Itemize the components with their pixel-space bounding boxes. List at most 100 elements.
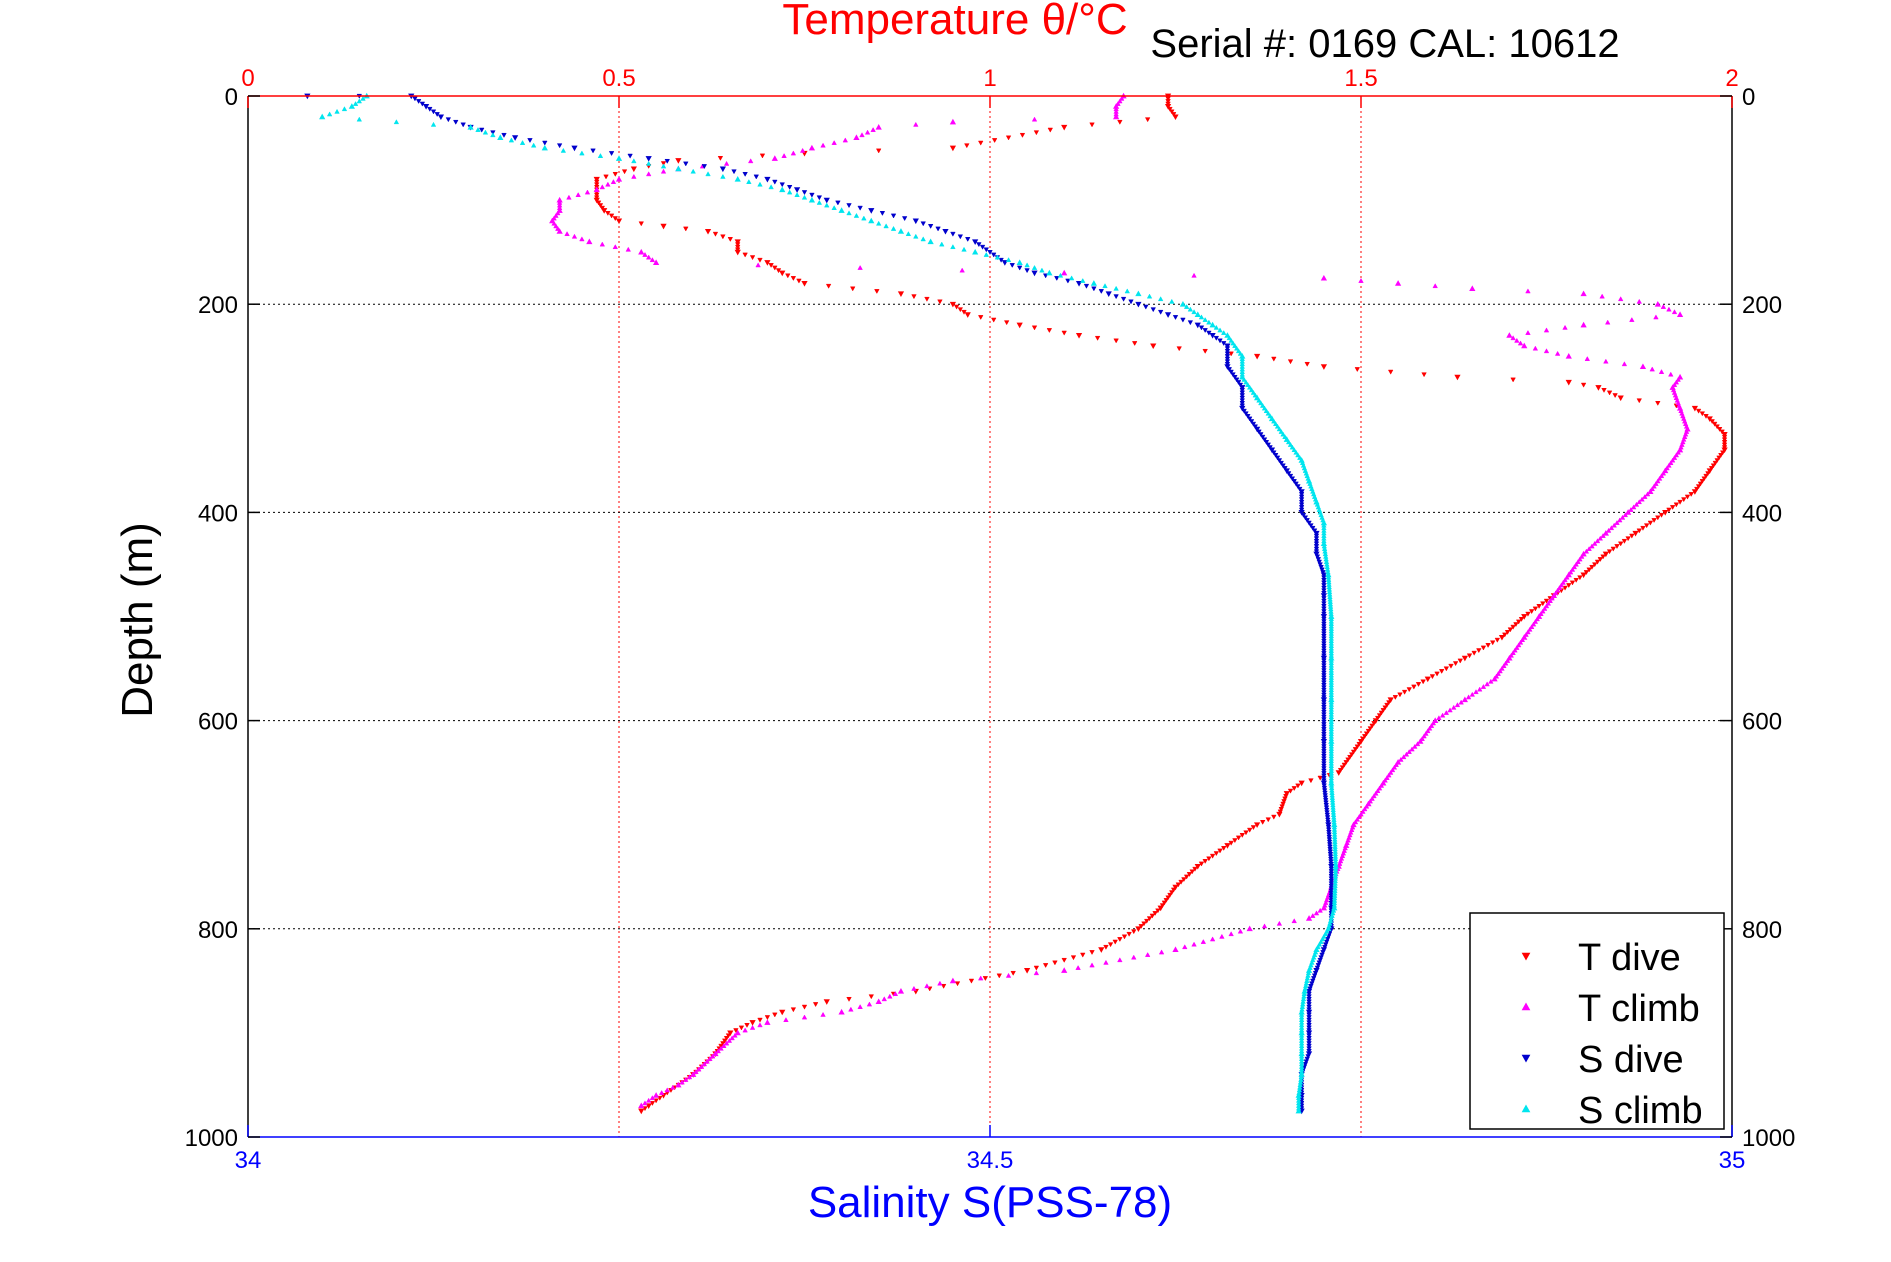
data-point: [719, 166, 726, 173]
bottom-tick-label: 34: [235, 1147, 262, 1174]
data-point: [1603, 358, 1609, 364]
data-point: [950, 244, 956, 250]
data-point: [1250, 389, 1257, 395]
data-point: [608, 151, 615, 157]
data-point: [1714, 458, 1720, 464]
data-point: [1328, 863, 1335, 870]
data-point: [1392, 695, 1399, 700]
data-point: [675, 165, 682, 172]
data-point: [1594, 559, 1601, 565]
data-point: [1406, 749, 1412, 754]
legend-marker: [1521, 952, 1531, 961]
data-point: [1306, 991, 1312, 997]
data-point: [707, 1056, 713, 1062]
data-point: [1016, 259, 1023, 265]
data-point: [1321, 754, 1327, 759]
data-point: [823, 197, 830, 204]
data-point: [1285, 439, 1292, 445]
data-point: [1321, 580, 1327, 586]
data-point: [445, 117, 452, 123]
data-point: [1543, 598, 1550, 604]
data-point: [768, 263, 774, 268]
data-point: [571, 145, 578, 152]
data-point: [1684, 494, 1691, 500]
data-point: [1169, 109, 1175, 115]
data-point: [645, 156, 652, 162]
data-point: [1318, 564, 1324, 570]
data-point: [1232, 343, 1238, 348]
data-point: [1155, 908, 1161, 914]
data-point: [612, 244, 619, 250]
data-point: [1306, 1041, 1312, 1047]
data-point: [1521, 614, 1528, 620]
data-point: [1172, 315, 1179, 321]
data-point: [393, 119, 400, 125]
data-point: [621, 169, 628, 175]
data-point: [649, 1095, 656, 1101]
data-point: [734, 244, 741, 250]
data-point: [1256, 397, 1262, 403]
series-s-climb: [319, 92, 1339, 1114]
data-point: [1298, 492, 1305, 497]
data-point: [801, 1004, 808, 1010]
data-point: [1358, 277, 1364, 283]
data-point: [831, 140, 837, 145]
data-point: [1321, 619, 1327, 625]
data-point: [1287, 359, 1294, 365]
data-point: [1321, 673, 1327, 679]
data-point: [1321, 727, 1327, 732]
data-point: [645, 1097, 652, 1103]
data-point: [1699, 479, 1706, 484]
data-point: [1052, 960, 1058, 966]
data-point: [990, 317, 997, 323]
data-point: [1671, 454, 1678, 460]
data-point: [1356, 814, 1362, 819]
data-point: [1647, 488, 1654, 494]
data-point: [605, 211, 611, 216]
data-point: [1305, 1009, 1313, 1016]
data-point: [1448, 663, 1454, 669]
data-point: [722, 1038, 728, 1044]
data-point: [704, 228, 712, 235]
data-point: [1243, 379, 1249, 385]
data-point: [1592, 562, 1598, 568]
data-point: [892, 991, 899, 996]
data-point: [720, 234, 726, 240]
data-point: [1571, 564, 1578, 570]
data-point: [1436, 715, 1442, 721]
data-point: [1317, 907, 1323, 913]
left-tick-label: 400: [198, 500, 238, 527]
data-point: [642, 1100, 648, 1106]
data-point: [1295, 484, 1301, 490]
data-point: [1577, 575, 1583, 581]
data-point: [1228, 337, 1234, 343]
data-point: [1617, 541, 1624, 547]
data-point: [721, 1043, 727, 1049]
data-point: [1321, 785, 1328, 791]
data-point: [1305, 915, 1313, 921]
data-point: [1651, 483, 1657, 489]
series-t-dive: [593, 93, 1728, 1115]
data-point: [772, 179, 778, 185]
data-point: [1321, 641, 1327, 647]
data-point: [1117, 937, 1123, 943]
data-point: [779, 1009, 786, 1016]
data-point: [1144, 117, 1151, 123]
data-point: [1271, 814, 1277, 820]
data-point: [1241, 408, 1247, 414]
data-point: [597, 153, 604, 158]
legend-box: [1469, 912, 1725, 1130]
data-point: [1169, 298, 1175, 304]
data-point: [879, 211, 886, 216]
left-tick-label: 200: [198, 292, 238, 319]
chart-title: Temperature θ/°C: [782, 0, 1127, 44]
data-point: [1163, 898, 1169, 903]
data-point: [1697, 481, 1704, 487]
data-point: [1246, 384, 1253, 390]
data-point: [1706, 468, 1713, 474]
data-point: [1530, 621, 1537, 627]
data-point: [1316, 960, 1322, 966]
data-point: [1611, 522, 1617, 528]
data-point: [771, 155, 778, 161]
data-point: [1016, 265, 1023, 271]
